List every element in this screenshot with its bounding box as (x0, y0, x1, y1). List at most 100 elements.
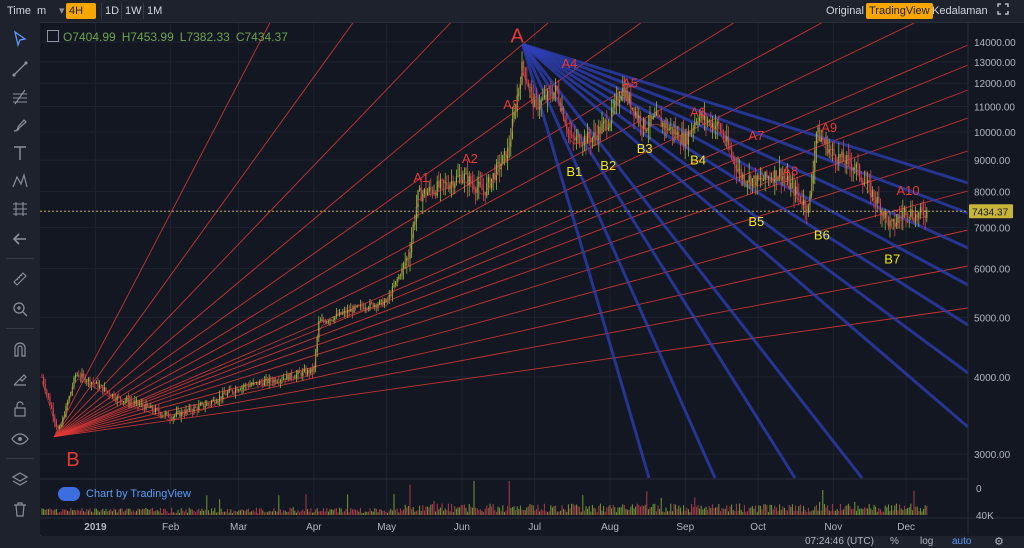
cloud-logo-icon (58, 487, 80, 501)
volume-bar (668, 511, 670, 515)
red-fan-line (53, 23, 915, 438)
ruler-icon[interactable] (9, 268, 31, 290)
candle-body (299, 371, 301, 373)
candle-body (463, 173, 465, 180)
wave-label-a: A3 (503, 97, 519, 112)
candle-body (847, 155, 849, 158)
volume-bar (487, 507, 489, 515)
volume-bar (505, 510, 507, 515)
auto-toggle[interactable]: auto (952, 536, 972, 547)
candle-body (689, 131, 691, 134)
candle-body (132, 402, 134, 404)
gear-icon[interactable]: ⚙ (994, 536, 1004, 548)
cursor-icon[interactable] (9, 28, 31, 50)
volume-bar (471, 507, 473, 515)
candle-body (734, 157, 736, 165)
trend-line-icon[interactable] (9, 58, 31, 80)
interval-1m[interactable]: 1M (143, 3, 165, 19)
candle-body (628, 94, 630, 102)
interval-1d[interactable]: 1D (101, 3, 122, 19)
brush-icon[interactable] (9, 114, 31, 136)
tab-kedalaman[interactable]: Kedalaman (932, 5, 988, 17)
candle-body (425, 188, 427, 196)
volume-bar (767, 512, 769, 515)
prediction-icon[interactable] (9, 198, 31, 220)
candle-body (729, 145, 731, 150)
volume-bar (159, 507, 161, 515)
back-arrow-icon[interactable] (9, 228, 31, 250)
candle-body (591, 137, 593, 143)
candle-body (534, 99, 536, 107)
volume-bar (619, 507, 621, 515)
volume-bar (225, 511, 227, 515)
time-button[interactable]: Time (7, 5, 32, 17)
lock-drawing-icon[interactable] (9, 368, 31, 390)
layers-icon[interactable] (9, 468, 31, 490)
dropdown-arrow-icon[interactable]: ▾ (59, 5, 65, 17)
interval-active[interactable]: 4H (66, 3, 96, 19)
fib-tool-icon[interactable] (9, 86, 31, 108)
eye-icon[interactable] (9, 428, 31, 450)
volume-bar (97, 510, 99, 515)
candle-body (751, 178, 753, 187)
volume-bar (508, 481, 510, 515)
volume-bar (105, 508, 107, 515)
candle-body (652, 116, 654, 119)
candle-body (431, 189, 433, 194)
candle-body (726, 136, 728, 142)
text-tool-icon[interactable] (9, 142, 31, 164)
volume-bar (742, 511, 744, 515)
trash-icon[interactable] (9, 498, 31, 520)
volume-bar (627, 509, 629, 515)
candle-body (388, 294, 390, 300)
candle-body (513, 112, 515, 120)
minutes-dropdown[interactable]: m (37, 5, 47, 17)
log-toggle[interactable]: log (920, 536, 934, 547)
volume-bar (663, 512, 665, 515)
candle-body (100, 385, 102, 387)
lock-icon[interactable] (9, 398, 31, 420)
volume-bar (52, 510, 54, 515)
candle-body (657, 112, 659, 116)
volume-bar (57, 512, 59, 515)
volume-bar (271, 511, 273, 515)
volume-bar (622, 504, 624, 515)
toolbar-divider (6, 328, 34, 329)
pattern-icon[interactable] (9, 170, 31, 192)
volume-bar (510, 508, 512, 515)
price-tick-label: 12000.00 (974, 79, 1016, 90)
zoom-icon[interactable] (9, 298, 31, 320)
volume-bar (113, 508, 115, 515)
candle-body (526, 78, 528, 83)
tradingview-watermark[interactable]: Chart by TradingView (58, 487, 191, 501)
tab-original[interactable]: Original (826, 5, 864, 17)
volume-bar (294, 510, 296, 515)
volume-bar (427, 506, 429, 515)
volume-bar (868, 503, 870, 515)
percent-toggle[interactable]: % (890, 536, 899, 547)
volume-bar (201, 508, 203, 515)
candle-body (395, 281, 397, 286)
candle-body (267, 378, 269, 384)
volume-bar (227, 508, 229, 515)
volume-bar (121, 508, 123, 515)
candle-body (623, 87, 625, 99)
expand-icon[interactable] (990, 3, 1016, 19)
volume-bar (439, 507, 441, 515)
volume-bar (63, 509, 65, 515)
plus-icon[interactable] (47, 30, 59, 42)
tab-tradingview[interactable]: TradingView (866, 3, 933, 19)
volume-bar (292, 506, 294, 515)
volume-bar (219, 499, 221, 515)
candle-body (579, 135, 581, 146)
candle-body (140, 403, 142, 405)
volume-bar (836, 509, 838, 515)
volume-bar (315, 509, 317, 515)
volume-bars (41, 480, 928, 515)
candle-body (831, 148, 833, 150)
magnet-icon[interactable] (9, 338, 31, 360)
interval-1w[interactable]: 1W (121, 3, 145, 19)
candle-body (78, 374, 80, 377)
volume-bar (849, 506, 851, 515)
price-chart[interactable]: 14000.00 13000.00 12000.00 11000.00 10000.00… (40, 23, 1024, 535)
